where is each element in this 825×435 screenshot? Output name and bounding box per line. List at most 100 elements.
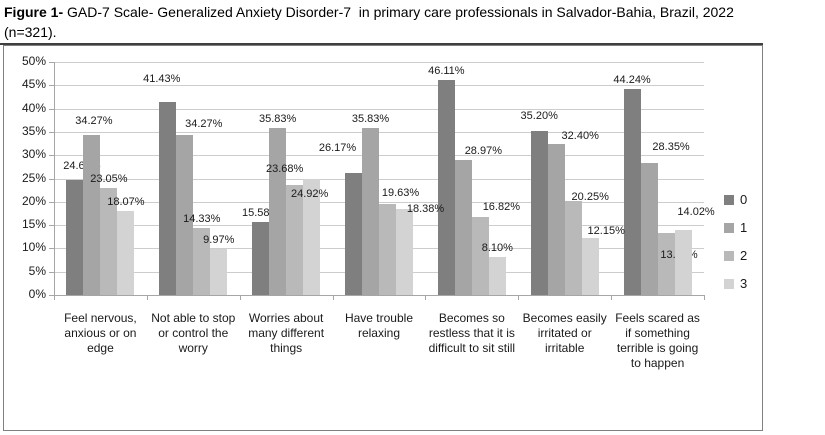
bar-value-label: 8.10% <box>481 242 513 255</box>
bar-series-3 <box>396 209 413 295</box>
bar-value-label: 35.83% <box>351 113 390 126</box>
legend-item: 0 <box>724 192 747 207</box>
figure-title-text: GAD-7 Scale- Generalized Anxiety Disorde… <box>63 4 734 20</box>
y-axis-tick <box>49 131 54 133</box>
legend-swatch-series-1 <box>724 222 734 233</box>
y-axis-label: 0% <box>28 287 46 301</box>
y-axis-tick <box>49 271 54 273</box>
figure-number-label: Figure 1- <box>4 4 64 20</box>
bar-value-label: 14.02% <box>677 205 715 218</box>
bar-value-label: 35.83% <box>258 113 297 126</box>
bar-series-2 <box>193 228 211 295</box>
category-label: Have trouble relaxing <box>344 311 413 340</box>
title-underline <box>0 43 763 45</box>
gridline <box>54 201 704 203</box>
bar-value-label: 18.38% <box>406 203 445 216</box>
x-axis-tick <box>425 295 427 300</box>
y-axis-label: 45% <box>21 77 46 92</box>
legend-label: 2 <box>740 248 748 263</box>
bar-series-0 <box>530 130 548 295</box>
x-axis-tick <box>611 295 613 300</box>
bar-value-label: 23.68% <box>265 162 304 175</box>
bar-value-label: 28.35% <box>652 140 690 153</box>
bar-series-1 <box>454 159 472 295</box>
bar-series-2 <box>471 216 489 295</box>
bar-value-label: 20.25% <box>571 190 609 203</box>
bar-value-label: 23.05% <box>90 172 128 185</box>
bar-value-label: 34.27% <box>185 118 223 131</box>
y-axis-tick <box>49 62 54 63</box>
y-axis-tick <box>49 155 54 157</box>
bar-series-1 <box>362 128 379 295</box>
category-label: Feels scared as if something terrible is… <box>615 311 700 370</box>
figure-title-sample-size: (n=321). <box>4 24 57 40</box>
legend-label: 1 <box>740 220 748 235</box>
bar-series-3 <box>674 229 692 295</box>
legend-swatch-series-2 <box>724 250 734 261</box>
bar-series-1 <box>269 128 287 295</box>
bar-value-label: 9.97% <box>203 233 235 246</box>
y-axis-tick <box>49 248 54 250</box>
bar-series-2 <box>286 184 304 295</box>
category-label: Feel nervous, anxious or on edge <box>64 311 137 355</box>
y-axis-tick <box>49 85 54 87</box>
x-axis-tick <box>518 295 520 300</box>
bar-value-label: 44.24% <box>613 73 651 86</box>
y-axis-tick <box>49 108 54 110</box>
category-label: Worries about many different things <box>248 311 325 355</box>
bar-series-1 <box>640 162 658 295</box>
y-axis-tick <box>49 201 54 203</box>
bar-series-0 <box>345 173 362 295</box>
legend-label: 3 <box>740 276 748 291</box>
category-label: Not able to stop or control the worry <box>151 311 236 355</box>
bar-series-3 <box>303 178 321 295</box>
bar-series-2 <box>379 203 396 295</box>
bar-value-label: 18.07% <box>107 195 145 208</box>
bar-series-1 <box>547 144 565 295</box>
bar-value-label: 35.20% <box>520 109 558 122</box>
bar-series-3 <box>488 257 506 295</box>
bar-series-0 <box>252 222 270 295</box>
x-axis-tick <box>239 295 241 300</box>
gridline <box>54 62 704 63</box>
y-axis-label: 50% <box>21 54 46 68</box>
y-axis-line <box>54 62 55 295</box>
legend-label: 0 <box>740 192 748 207</box>
bar-value-label: 14.33% <box>183 213 221 226</box>
y-axis-label: 40% <box>21 100 46 115</box>
bar-series-2 <box>657 232 675 295</box>
figure-title: Figure 1- GAD-7 Scale- Generalized Anxie… <box>4 2 821 42</box>
y-axis-label: 10% <box>21 240 46 255</box>
y-axis-label: 15% <box>21 217 46 232</box>
bar-value-label: 12.15% <box>587 225 625 238</box>
gridline <box>54 155 704 157</box>
y-axis-label: 20% <box>21 193 46 208</box>
legend-item: 1 <box>724 220 747 235</box>
bar-series-0 <box>159 101 177 295</box>
bar-series-1 <box>176 135 194 295</box>
bar-series-2 <box>100 187 118 295</box>
bar-value-label: 46.11% <box>428 65 465 78</box>
gridline <box>54 131 704 133</box>
legend-item: 3 <box>724 276 747 291</box>
x-axis-tick <box>54 295 55 300</box>
bar-series-3 <box>210 248 228 295</box>
legend-swatch-series-3 <box>724 278 734 289</box>
category-label: Becomes so restless that it is difficult… <box>428 311 516 355</box>
legend-item: 2 <box>724 248 747 263</box>
chart-frame: 0% 5% 10% 15% 20% 25% 30% 35% 40% 45% 50% 24.61% 41.… <box>3 45 763 431</box>
bar-value-label: 19.63% <box>381 186 420 199</box>
category-label: Becomes easily irritated or irritable <box>522 311 607 355</box>
bar-series-2 <box>564 200 582 295</box>
y-axis-label: 5% <box>28 263 46 278</box>
bar-series-0 <box>623 88 641 295</box>
bar-series-0 <box>66 180 84 295</box>
bar-value-label: 41.43% <box>143 72 181 85</box>
x-axis-line <box>54 295 704 296</box>
y-axis-label: 35% <box>21 123 46 138</box>
bar-value-label: 16.82% <box>482 200 520 213</box>
y-axis-label: 25% <box>21 170 46 185</box>
gridline <box>54 108 704 110</box>
legend-swatch-series-0 <box>724 194 734 205</box>
